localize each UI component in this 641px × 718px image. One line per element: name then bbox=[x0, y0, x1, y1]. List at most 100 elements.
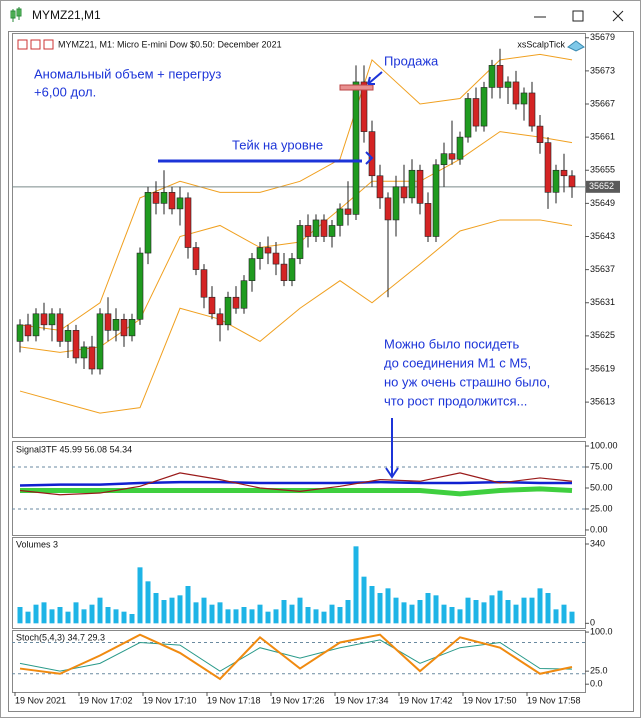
current-price-label: 35652 bbox=[589, 181, 614, 191]
annotation: но уж очень страшно было, bbox=[384, 374, 550, 389]
candle-body bbox=[392, 186, 400, 221]
signal-frame bbox=[12, 441, 586, 536]
candle-body bbox=[456, 136, 464, 160]
volume-bar bbox=[73, 602, 79, 624]
y-tick-label: 0.0 bbox=[590, 679, 603, 689]
panel-title: Stoch(5,4,3) 34.7 29.3 bbox=[16, 632, 105, 642]
candle-body bbox=[472, 98, 480, 127]
candle-body bbox=[368, 131, 376, 177]
volume-frame bbox=[12, 537, 586, 629]
x-tick-label: 19 Nov 17:42 bbox=[399, 695, 453, 705]
volume-bar bbox=[33, 604, 39, 624]
y-tick-label: 35661 bbox=[590, 132, 615, 142]
candle-body bbox=[16, 324, 24, 342]
volume-bar bbox=[417, 600, 423, 624]
candle-body bbox=[72, 330, 80, 359]
candle-body bbox=[304, 225, 312, 237]
candle-body bbox=[120, 319, 128, 337]
candle-body bbox=[560, 169, 568, 177]
volume-bar bbox=[313, 609, 319, 624]
candle-body bbox=[344, 208, 352, 215]
y-tick-label: 50.00 bbox=[590, 482, 613, 492]
y-tick-label: 0 bbox=[590, 618, 595, 628]
candle-body bbox=[352, 81, 360, 215]
candle-body bbox=[288, 258, 296, 281]
volume-bar bbox=[201, 597, 207, 624]
y-tick-label: 25.0 bbox=[590, 666, 608, 676]
x-tick-label: 19 Nov 2021 bbox=[15, 695, 66, 705]
candle-body bbox=[360, 81, 368, 132]
title-bar: MYMZ21,M1 bbox=[10, 7, 624, 22]
volume-bar bbox=[121, 611, 127, 624]
maximize-button[interactable] bbox=[572, 10, 584, 22]
candle-body bbox=[40, 313, 48, 326]
volume-bar bbox=[329, 604, 335, 624]
volume-bar bbox=[521, 597, 527, 624]
volume-bar bbox=[337, 607, 343, 624]
y-tick-label: 100.0 bbox=[590, 626, 613, 636]
candle-body bbox=[256, 247, 264, 259]
annotation: Аномальный объем + перегруз bbox=[34, 66, 221, 81]
volume-bar bbox=[561, 604, 567, 624]
volume-bar bbox=[177, 595, 183, 624]
close-button[interactable] bbox=[612, 10, 624, 22]
candle-body bbox=[272, 252, 280, 265]
volume-bar bbox=[377, 593, 383, 624]
volume-bar bbox=[545, 593, 551, 624]
candle-body bbox=[216, 313, 224, 326]
volume-bar bbox=[17, 607, 23, 624]
volume-bar bbox=[137, 567, 143, 624]
arrow bbox=[385, 418, 399, 479]
candle-body bbox=[64, 330, 72, 342]
volume-bar bbox=[281, 600, 287, 624]
volume-bar bbox=[97, 597, 103, 624]
candle-body bbox=[208, 296, 216, 315]
candle-body bbox=[552, 169, 560, 193]
volume-bar bbox=[217, 602, 223, 624]
app-icon bbox=[10, 7, 22, 22]
candle-body bbox=[48, 313, 56, 326]
candle-body bbox=[224, 296, 232, 326]
volume-bar bbox=[57, 607, 63, 624]
volume-bar bbox=[249, 609, 255, 624]
candle-body bbox=[144, 192, 152, 254]
indicator-line bbox=[19, 472, 573, 496]
candle-body bbox=[192, 247, 200, 270]
volume-bar bbox=[89, 604, 95, 624]
x-tick-label: 19 Nov 17:34 bbox=[335, 695, 389, 705]
candle-body bbox=[480, 87, 488, 127]
volume-bar bbox=[233, 609, 239, 624]
volume-bar bbox=[393, 597, 399, 624]
candle-body bbox=[496, 65, 504, 88]
x-tick-label: 19 Nov 17:18 bbox=[207, 695, 261, 705]
volume-bar bbox=[353, 546, 359, 624]
candle-body bbox=[512, 81, 520, 105]
volume-bar bbox=[209, 604, 215, 624]
y-tick-label: 35613 bbox=[590, 396, 615, 406]
volume-bar bbox=[513, 604, 519, 624]
y-tick-label: 35619 bbox=[590, 363, 615, 373]
volume-bar bbox=[113, 609, 119, 624]
candle-body bbox=[432, 164, 440, 237]
volume-bar bbox=[489, 595, 495, 624]
y-tick-label: 25.00 bbox=[590, 503, 613, 513]
volume-bar bbox=[505, 600, 511, 624]
panel-title: Signal3TF 45.99 56.08 54.34 bbox=[16, 444, 132, 454]
candle-body bbox=[528, 92, 536, 127]
candle-body bbox=[296, 225, 304, 259]
icon bbox=[43, 39, 54, 50]
volume-bar bbox=[481, 602, 487, 624]
volume-bar bbox=[497, 590, 503, 624]
volume-bar bbox=[145, 581, 151, 624]
candle-body bbox=[504, 81, 512, 88]
candle-body bbox=[80, 346, 88, 359]
candle-body bbox=[336, 208, 344, 226]
candle-body bbox=[96, 313, 104, 370]
y-tick-label: 35625 bbox=[590, 330, 615, 340]
icon bbox=[17, 39, 28, 50]
candle-body bbox=[328, 225, 336, 237]
y-tick-label: 35655 bbox=[590, 165, 615, 175]
volume-bar bbox=[433, 595, 439, 624]
y-tick-label: 35679 bbox=[590, 32, 615, 42]
